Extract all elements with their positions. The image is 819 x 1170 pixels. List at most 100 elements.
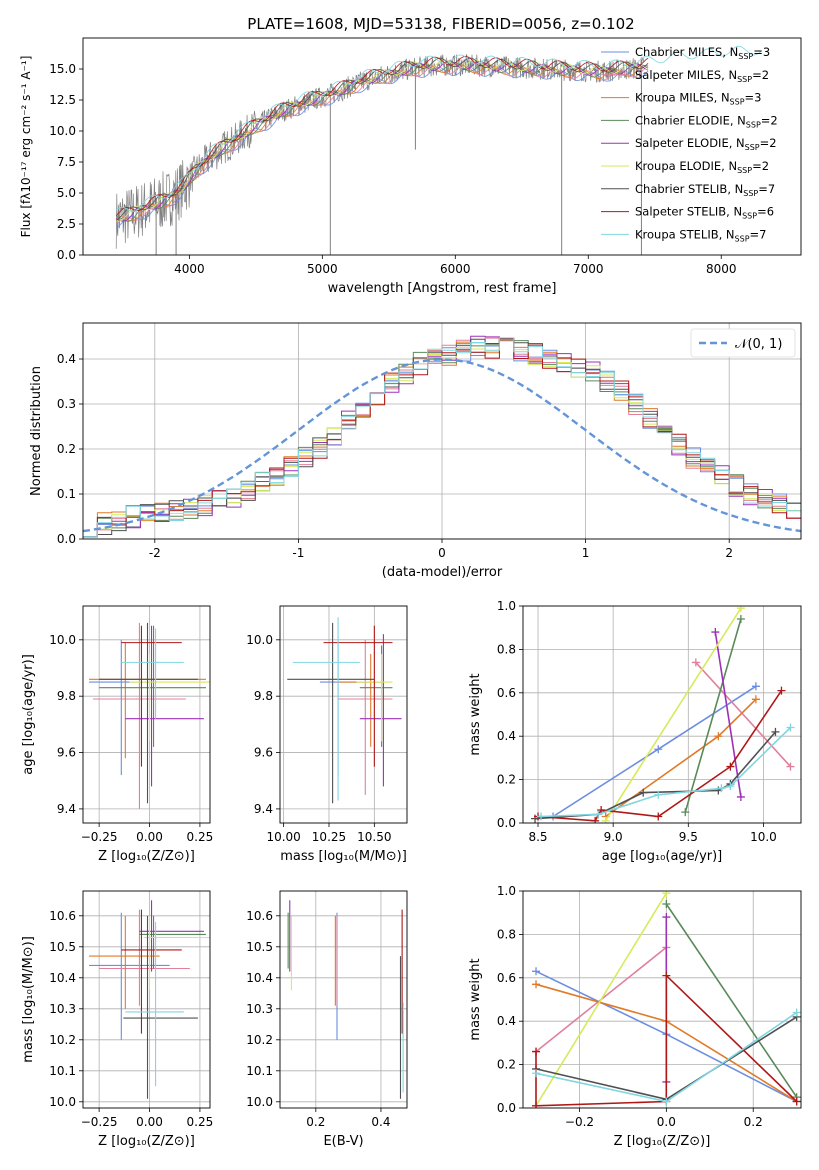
- weight-marker: [654, 790, 663, 799]
- gridlines: [83, 891, 210, 1108]
- legend-entry-n: =6: [757, 205, 774, 219]
- y-tick-label: 0.6: [497, 686, 516, 700]
- weight-marker: [662, 900, 671, 909]
- weight-line: [535, 892, 667, 1107]
- x-axis-label: mass [log₁₀(M/M⊙)]: [280, 849, 407, 864]
- gridlines: [280, 606, 407, 823]
- x-axis-label: (data-model)/error: [382, 565, 503, 580]
- weight-marker: [792, 1097, 801, 1106]
- weight-marker: [532, 1069, 541, 1078]
- y-axis-label: mass weight: [468, 673, 483, 755]
- y-axis-label: mass weight: [468, 958, 483, 1040]
- panel-weight-vs-Z: −0.2 0.0 0.2 0.0 0.2 0.4 0.6 0.8 1.0 Z [log₁₀(Z/Z…: [468, 884, 802, 1149]
- weight-marker: [662, 1097, 671, 1106]
- axes-frame: [82, 605, 211, 824]
- y-tick-label: 1.0: [497, 884, 516, 898]
- weight-marker: [532, 980, 541, 989]
- legend-entry-sub: SSP: [737, 166, 752, 175]
- legend-entry-sub: SSP: [746, 120, 761, 129]
- x-tick-label: 10.0: [750, 830, 777, 844]
- weight-marker: [591, 816, 600, 823]
- legend-entry: Kroupa ELODIE, NSSP=2: [635, 159, 769, 175]
- weight-marker: [786, 723, 795, 732]
- y-tick-label: 9.6: [57, 746, 76, 760]
- panel-age-vs-mass: 10.00 10.25 10.50 9.4 9.6 9.8 10.0 mass [log₁₀(…: [246, 605, 408, 864]
- weight-marker: [601, 816, 610, 823]
- legend-entry: Salpeter STELIB, NSSP=6: [635, 205, 774, 221]
- x-tick-label: 10.25: [312, 830, 346, 844]
- y-tick-label: 9.4: [254, 802, 273, 816]
- x-tick-label: 10.00: [266, 830, 300, 844]
- y-tick-label: 10.0: [246, 1095, 273, 1109]
- y-tick-label: 10.0: [246, 633, 273, 647]
- weight-marker: [662, 891, 671, 898]
- y-tick-label: 10.0: [49, 1095, 76, 1109]
- y-tick-label: 9.4: [57, 802, 76, 816]
- weight-marker: [681, 808, 690, 817]
- y-tick-label: 0.2: [57, 442, 76, 456]
- plot-area: [280, 606, 407, 823]
- weight-marker: [736, 606, 745, 613]
- legend-entry-n: =7: [750, 227, 767, 241]
- gridlines: [280, 891, 407, 1108]
- x-tick-label: 8.5: [528, 830, 547, 844]
- y-tick-label: 0.0: [57, 532, 76, 546]
- plot-area: [83, 891, 210, 1108]
- panel-weight-vs-age: 8.5 9.0 9.5 10.0 0.0 0.2 0.4 0.6 0.8 1.0 age [log₁…: [468, 599, 802, 864]
- weight-marker: [654, 745, 663, 754]
- x-axis-label: age [log₁₀(age/yr)]: [602, 849, 723, 864]
- weight-line: [540, 726, 792, 818]
- x-axis-label: wavelength [Angstrom, rest frame]: [328, 281, 557, 296]
- y-tick-label: 0.1: [57, 487, 76, 501]
- y-tick-label: 10.4: [49, 971, 76, 985]
- y-tick-label: 9.6: [254, 746, 273, 760]
- panel-mass-vs-EBV: 0.2 0.4 10.0 10.1 10.2 10.3 10.4 10.5 10.6 E(B-V): [246, 890, 408, 1149]
- y-tick-label: 12.5: [49, 93, 76, 107]
- axes-frame: [279, 605, 408, 824]
- x-tick-label: 0.00: [136, 1115, 163, 1129]
- legend-entry-n: =3: [745, 91, 762, 105]
- axes-frame: [82, 322, 802, 540]
- y-axis-label: Flux [fλ10⁻¹⁷ erg cm⁻² s⁻¹ A⁻¹]: [19, 56, 33, 238]
- x-tick-label: 0.2: [744, 1115, 763, 1129]
- y-tick-label: 5.0: [57, 186, 76, 200]
- weight-marker: [594, 810, 603, 819]
- weight-line: [684, 618, 742, 813]
- legend-entry: 𝒩(0, 1): [735, 337, 782, 352]
- axes-frame: [82, 890, 211, 1109]
- x-tick-label: 8000: [706, 262, 737, 276]
- legend-entry: Salpeter MILES, NSSP=2: [635, 68, 769, 84]
- weight-line: [665, 903, 798, 1098]
- y-tick-label: 10.3: [49, 1002, 76, 1016]
- y-tick-label: 10.1: [246, 1064, 273, 1078]
- legend-entry-n: =2: [760, 136, 777, 150]
- legend-entry-n: =3: [753, 45, 770, 59]
- x-tick-label: −0.25: [81, 830, 118, 844]
- weight-marker: [662, 971, 671, 980]
- y-tick-label: 0.8: [497, 642, 516, 656]
- spectrum-legend: Chabrier MILES, NSSP=3 Salpeter MILES, NS…: [601, 45, 778, 243]
- y-tick-label: 0.0: [57, 248, 76, 262]
- y-tick-label: 7.5: [57, 155, 76, 169]
- gaussian-curve: [83, 358, 801, 533]
- y-tick-label: 10.6: [246, 909, 273, 923]
- y-tick-label: 2.5: [57, 217, 76, 231]
- x-tick-label: 10.50: [357, 830, 391, 844]
- y-tick-label: 10.4: [246, 971, 273, 985]
- weight-marker: [717, 784, 726, 793]
- legend-entry: Kroupa STELIB, NSSP=7: [635, 227, 766, 243]
- weight-marker: [751, 682, 760, 691]
- y-tick-label: 10.1: [49, 1064, 76, 1078]
- x-tick-label: 5000: [307, 262, 338, 276]
- x-axis-label: Z [log₁₀(Z/Z⊙)]: [98, 1134, 195, 1149]
- x-tick-label: -1: [292, 546, 304, 560]
- x-tick-label: 4000: [174, 262, 205, 276]
- y-tick-label: 9.8: [254, 689, 273, 703]
- x-tick-label: -2: [149, 546, 161, 560]
- panel-age-vs-Z: −0.25 0.00 0.25 9.4 9.6 9.8 10.0 Z [log₁₀(Z/Z⊙)…: [21, 605, 213, 864]
- y-axis-label: mass [log₁₀(M/M⊙)]: [21, 936, 36, 1063]
- legend-entry-sub: SSP: [742, 212, 757, 221]
- axes-frame: [522, 890, 802, 1109]
- weight-marker: [654, 812, 663, 821]
